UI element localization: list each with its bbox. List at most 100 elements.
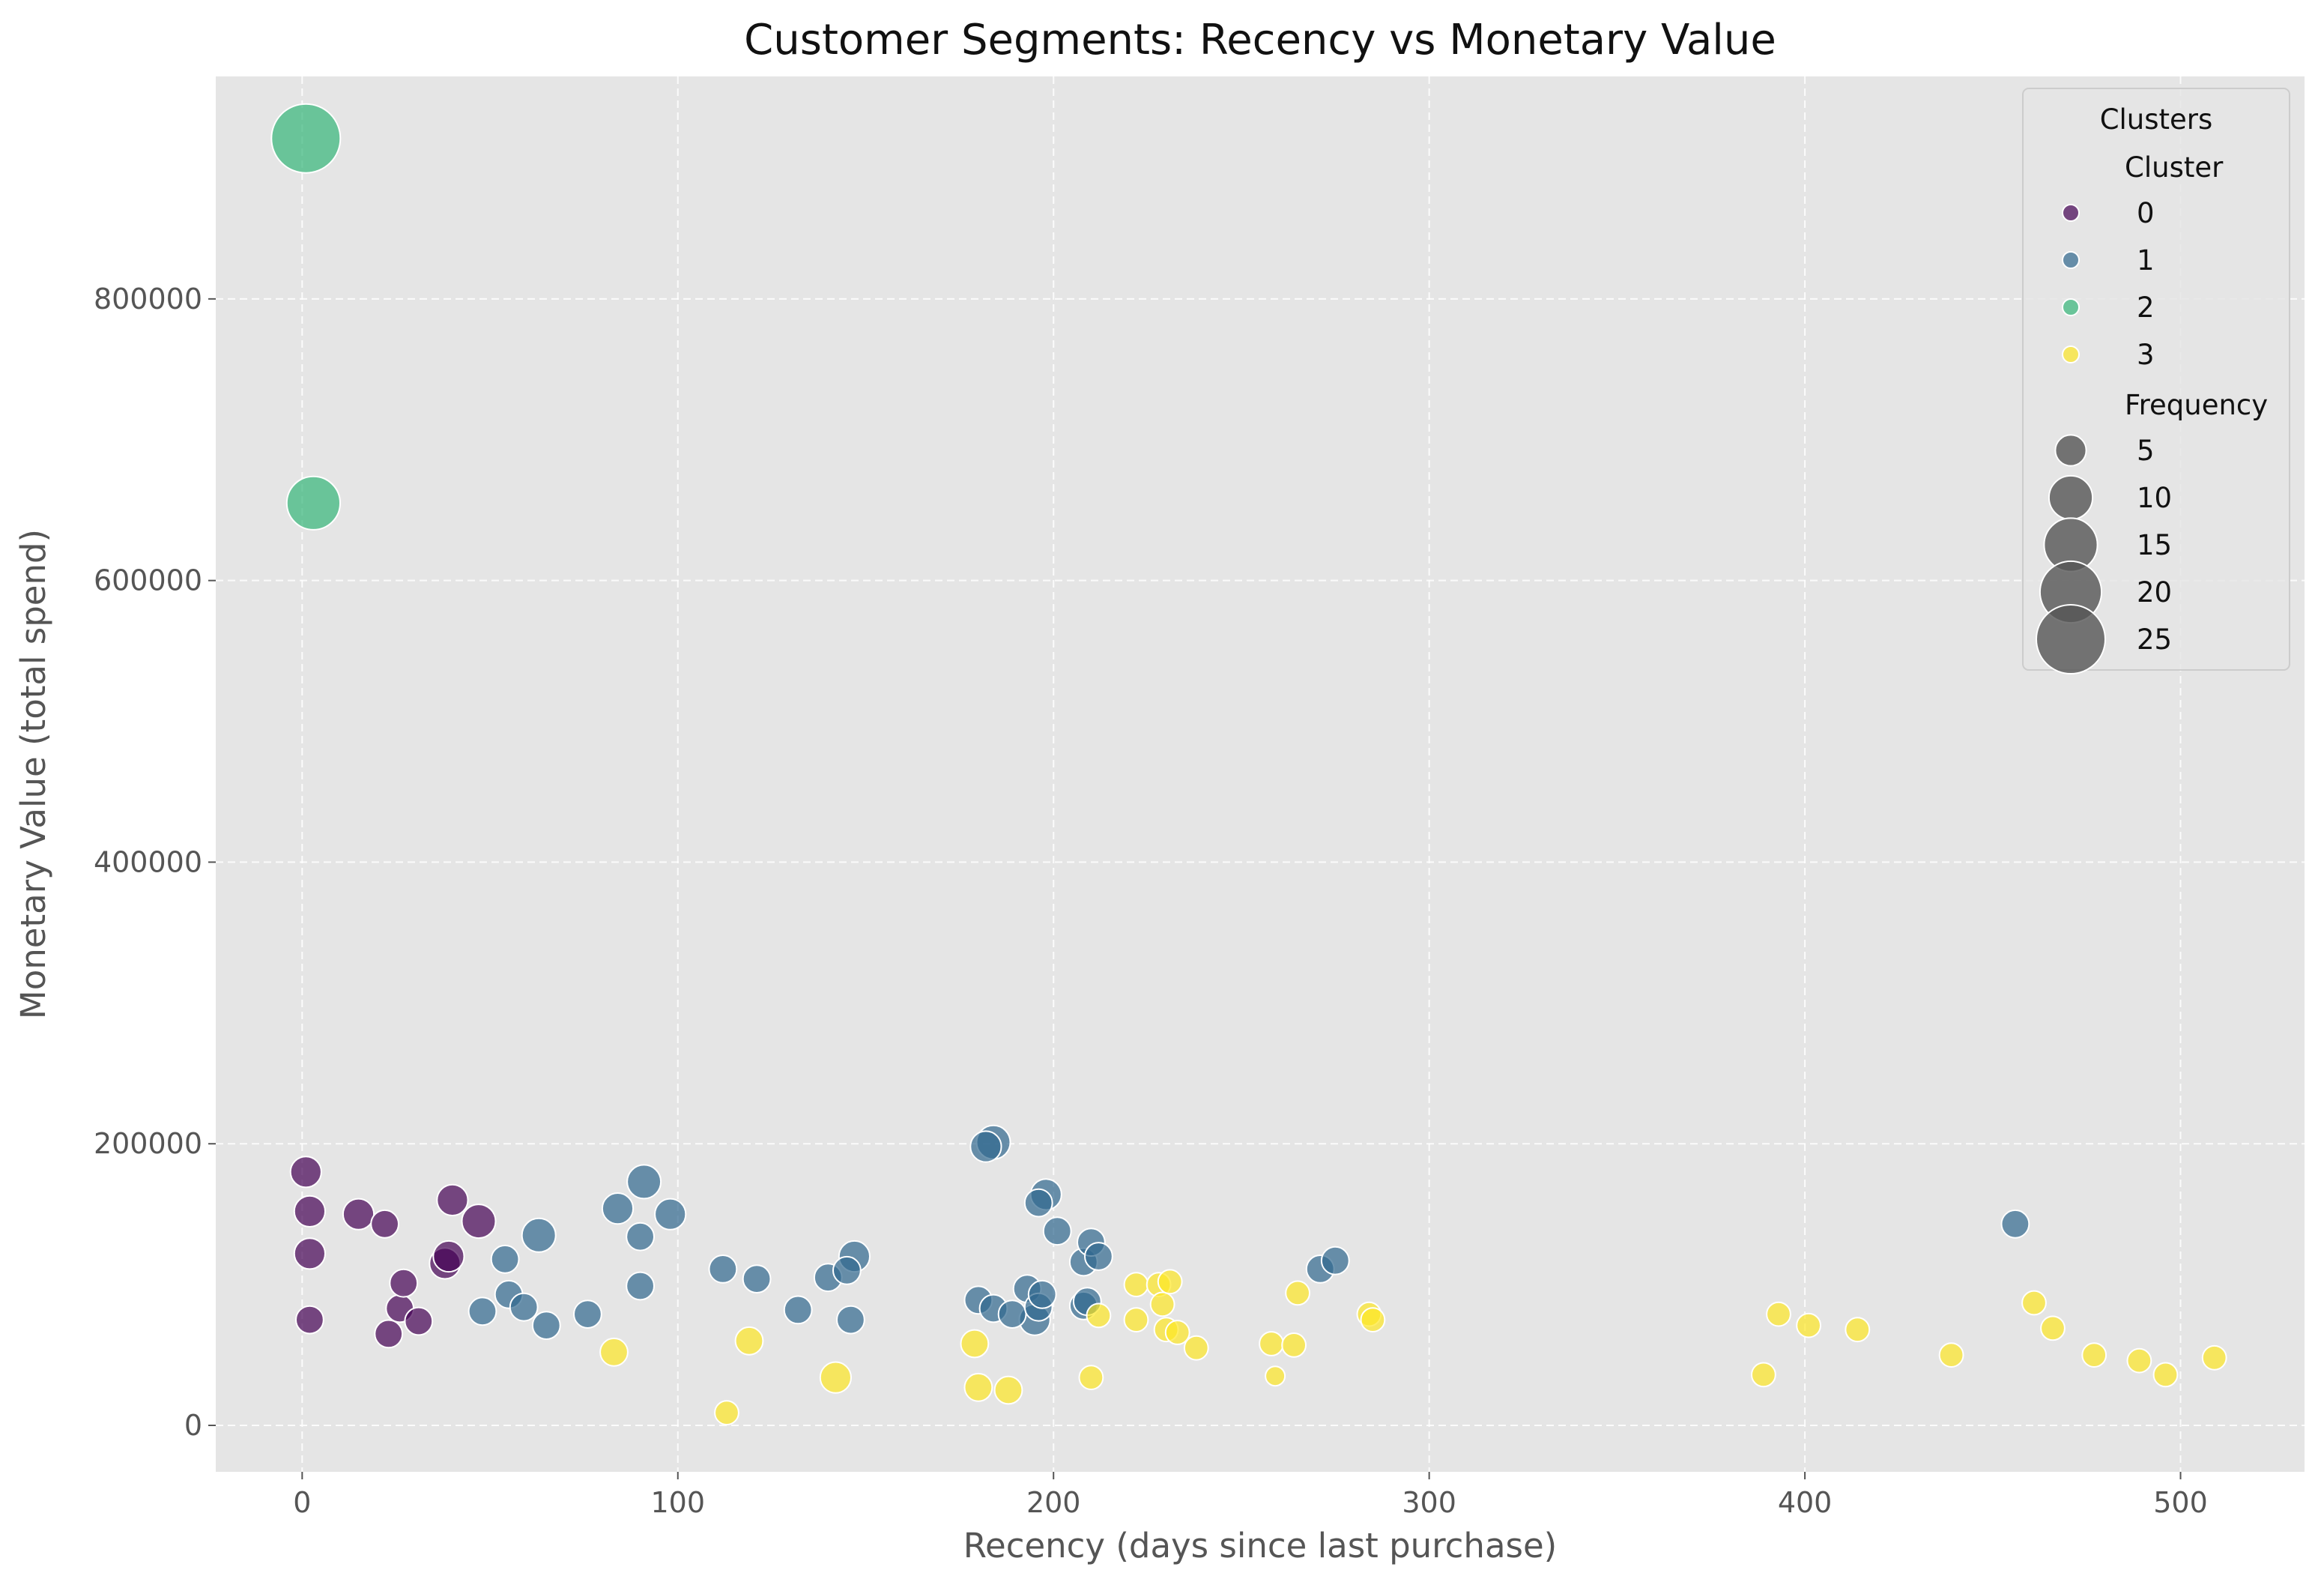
data-point-cluster-1	[626, 1222, 655, 1252]
x-tick-label: 500	[2153, 1486, 2208, 1519]
x-tick-label: 200	[1026, 1486, 1081, 1519]
data-point-cluster-3	[960, 1329, 990, 1359]
data-point-cluster-1	[626, 1271, 655, 1301]
data-point-cluster-3	[2126, 1347, 2152, 1374]
legend-cluster-label: 1	[2137, 244, 2155, 277]
legend-cluster-items: 0 1 2 3	[2062, 197, 2155, 371]
grid-lines	[216, 76, 2305, 1472]
data-point-cluster-2	[285, 475, 341, 531]
data-point-cluster-1	[1320, 1246, 1350, 1275]
x-axis-label: Recency (days since last purchase)	[963, 1526, 1557, 1566]
data-point-cluster-3	[1149, 1291, 1175, 1317]
data-point-cluster-1	[1027, 1279, 1057, 1309]
data-point-cluster-3	[1183, 1335, 1209, 1361]
data-point-cluster-1	[783, 1295, 813, 1325]
legend-size-items: 5 10 15 20 25	[2036, 434, 2172, 674]
legend-size-label: 5	[2137, 435, 2155, 467]
data-point-cluster-3	[2152, 1362, 2179, 1388]
data-point-cluster-1	[969, 1130, 1002, 1163]
chart-title: Customer Segments: Recency vs Monetary V…	[744, 16, 1776, 64]
legend-size-marker	[2036, 604, 2106, 674]
legend-size-label: 15	[2137, 529, 2172, 561]
data-point-cluster-3	[1157, 1269, 1183, 1295]
data-point-cluster-1	[1023, 1188, 1053, 1218]
data-point-cluster-0	[293, 1237, 326, 1270]
data-point-cluster-3	[963, 1372, 993, 1402]
legend-cluster-marker	[2062, 251, 2080, 269]
data-point-cluster-0	[436, 1183, 469, 1217]
y-tick-label: 400000	[94, 845, 202, 878]
data-point-cluster-3	[1123, 1272, 1149, 1297]
legend-size-label: 25	[2137, 624, 2172, 656]
x-tick-label: 0	[293, 1486, 311, 1519]
data-point-cluster-1	[490, 1244, 520, 1274]
legend-cluster-label: 2	[2137, 292, 2155, 324]
data-point-cluster-0	[404, 1306, 434, 1336]
legend-frame	[2022, 88, 2290, 671]
legend: Clusters Cluster Frequency 0 1 2 3 5 10 15 20 2…	[2022, 88, 2290, 674]
legend-cluster-marker	[2062, 204, 2080, 222]
legend-title: Clusters	[2100, 103, 2213, 136]
y-tick-label: 600000	[94, 564, 202, 597]
legend-cluster-marker	[2062, 298, 2080, 316]
data-point-cluster-1	[626, 1164, 662, 1200]
data-point-cluster-0	[389, 1268, 419, 1298]
data-point-cluster-3	[1285, 1280, 1310, 1306]
data-point-cluster-1	[1084, 1242, 1113, 1271]
data-point-cluster-3	[1360, 1307, 1386, 1332]
data-point-cluster-3	[2040, 1315, 2066, 1341]
data-point-cluster-0	[295, 1305, 324, 1335]
data-point-cluster-3	[714, 1400, 739, 1425]
y-tick-label: 0	[184, 1409, 202, 1442]
data-point-cluster-3	[1766, 1301, 1791, 1327]
data-point-cluster-1	[521, 1217, 557, 1253]
data-point-cluster-3	[1086, 1302, 1112, 1329]
data-point-cluster-2	[270, 103, 342, 174]
data-point-cluster-3	[2201, 1344, 2227, 1371]
data-point-cluster-1	[601, 1192, 635, 1225]
data-point-cluster-0	[289, 1156, 322, 1189]
data-point-cluster-3	[2021, 1290, 2047, 1316]
data-point-cluster-3	[819, 1361, 853, 1394]
legend-cluster-marker	[2062, 345, 2080, 363]
data-point-cluster-1	[573, 1299, 602, 1329]
data-point-cluster-1	[708, 1255, 738, 1284]
data-point-cluster-1	[742, 1264, 772, 1293]
data-point-cluster-1	[509, 1292, 539, 1322]
legend-cluster-label: 3	[2137, 339, 2155, 371]
data-point-cluster-3	[1796, 1312, 1822, 1338]
data-point-cluster-0	[370, 1209, 399, 1239]
data-point-cluster-0	[461, 1204, 497, 1240]
data-point-cluster-3	[1281, 1332, 1307, 1358]
axes: 0 100 200 300 400 500 0 200000 400000 600000 80000…	[94, 283, 2208, 1519]
legend-frequency-heading: Frequency	[2125, 389, 2268, 421]
data-point-cluster-3	[1265, 1365, 1286, 1387]
data-point-cluster-1	[2000, 1209, 2030, 1239]
legend-size-label: 10	[2137, 482, 2172, 514]
data-point-cluster-0	[432, 1240, 465, 1273]
data-point-cluster-3	[1751, 1362, 1776, 1388]
data-point-cluster-3	[1938, 1342, 1964, 1368]
data-point-cluster-3	[1164, 1320, 1190, 1345]
legend-size-marker	[2054, 434, 2087, 467]
data-point-cluster-1	[832, 1255, 862, 1285]
data-point-cluster-1	[654, 1198, 687, 1231]
data-points	[270, 103, 2227, 1425]
data-point-cluster-3	[1123, 1307, 1149, 1332]
data-point-cluster-3	[1078, 1365, 1104, 1390]
legend-cluster-label: 0	[2137, 197, 2155, 229]
data-point-cluster-1	[531, 1311, 561, 1340]
y-axis-label: Monetary Value (total spend)	[13, 529, 53, 1019]
data-point-cluster-1	[836, 1305, 865, 1335]
data-point-cluster-3	[993, 1375, 1023, 1405]
data-point-cluster-3	[599, 1337, 629, 1367]
data-point-cluster-0	[293, 1195, 326, 1228]
data-point-cluster-0	[374, 1319, 404, 1349]
legend-size-label: 20	[2137, 576, 2172, 609]
x-tick-label: 300	[1402, 1486, 1456, 1519]
y-tick-label: 800000	[94, 283, 202, 316]
y-tick-label: 200000	[94, 1127, 202, 1160]
data-point-cluster-0	[342, 1198, 375, 1231]
data-point-cluster-3	[1259, 1331, 1284, 1356]
data-point-cluster-1	[1042, 1216, 1072, 1246]
